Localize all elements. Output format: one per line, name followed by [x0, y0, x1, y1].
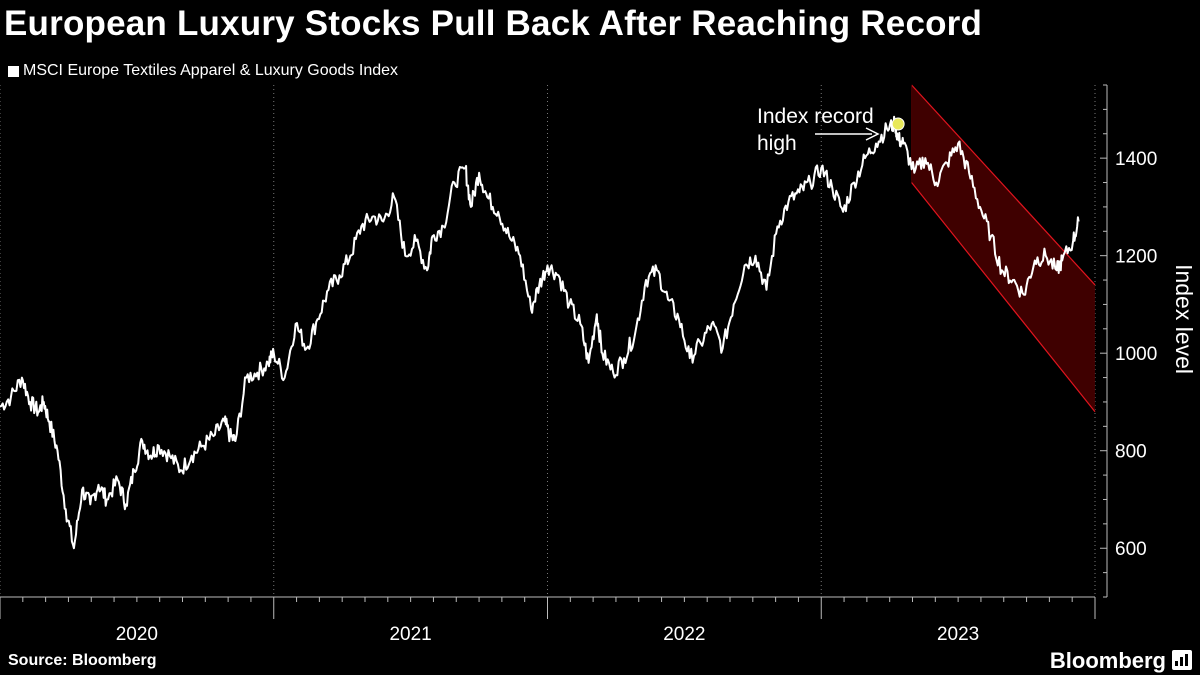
chart-title: European Luxury Stocks Pull Back After R… [4, 4, 983, 43]
y-tick-label: 1200 [1115, 247, 1157, 268]
bloomberg-logo: Bloomberg [1049, 648, 1166, 673]
x-tick-label: 2021 [389, 624, 431, 645]
y-tick-label: 600 [1115, 539, 1147, 560]
legend-swatch [8, 65, 19, 77]
legend: MSCI Europe Textiles Apparel & Luxury Go… [8, 62, 398, 80]
x-tick-label: 2023 [937, 624, 979, 645]
annotation-label: Index record [757, 105, 874, 128]
y-tick-label: 1400 [1115, 149, 1157, 170]
index-series-line [0, 115, 1080, 550]
y-axis-label: Index level [1171, 264, 1197, 374]
source-note: Source: Bloomberg [8, 652, 157, 669]
record-high-marker [891, 117, 905, 131]
x-tick-label: 2022 [663, 624, 705, 645]
channel-lower-edge [911, 182, 1096, 413]
trend-channel [911, 85, 1095, 412]
legend-label: MSCI Europe Textiles Apparel & Luxury Go… [23, 62, 399, 79]
y-tick-label: 800 [1115, 442, 1147, 463]
bar-chart-icon [1172, 650, 1192, 670]
annotation-label: high [757, 132, 797, 155]
x-tick-label: 2020 [116, 624, 158, 645]
annotation-arrow-head [865, 127, 880, 141]
y-tick-label: 1000 [1115, 344, 1157, 365]
